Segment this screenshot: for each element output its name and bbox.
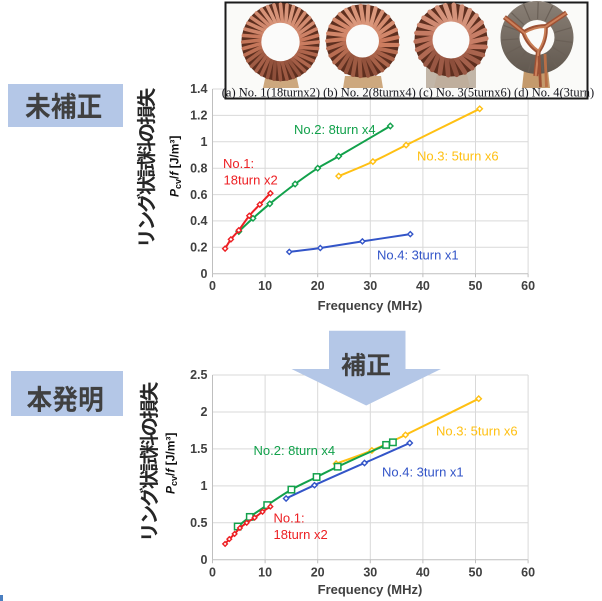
svg-text:No.3: 5turn x6: No.3: 5turn x6 [436, 424, 518, 439]
svg-text:1.2: 1.2 [190, 109, 207, 123]
svg-text:No.3: 5turn x6: No.3: 5turn x6 [417, 149, 499, 164]
svg-text:1: 1 [201, 135, 208, 149]
svg-text:No.4: 3turn x1: No.4: 3turn x1 [382, 465, 464, 480]
svg-text:0: 0 [209, 565, 216, 579]
svg-text:60: 60 [521, 279, 535, 293]
svg-text:60: 60 [521, 565, 535, 579]
svg-text:1: 1 [201, 479, 208, 493]
svg-text:40: 40 [416, 279, 430, 293]
svg-text:18turn x2: 18turn x2 [224, 173, 278, 188]
svg-text:Pcv/f [J/m³]: Pcv/f [J/m³] [168, 136, 184, 197]
svg-text:No.1:: No.1: [223, 156, 254, 171]
svg-text:No.1:: No.1: [274, 511, 305, 526]
svg-text:0: 0 [209, 279, 216, 293]
svg-text:50: 50 [469, 279, 483, 293]
svg-text:2: 2 [201, 405, 208, 419]
svg-text:0: 0 [201, 553, 208, 567]
svg-text:0: 0 [201, 267, 208, 281]
svg-text:20: 20 [311, 565, 325, 579]
svg-text:No.2: 8turn x4: No.2: 8turn x4 [254, 443, 336, 458]
svg-text:30: 30 [363, 565, 377, 579]
svg-text:2.5: 2.5 [190, 368, 207, 382]
svg-text:(a) No. 1(18turnx2) (b) No. 2(: (a) No. 1(18turnx2) (b) No. 2(8turnx4) (… [222, 86, 594, 100]
svg-text:1.4: 1.4 [190, 82, 207, 96]
svg-text:30: 30 [363, 279, 377, 293]
svg-text:0.6: 0.6 [190, 188, 207, 202]
svg-text:10: 10 [258, 279, 272, 293]
svg-text:0.4: 0.4 [190, 214, 207, 228]
svg-text:40: 40 [416, 565, 430, 579]
svg-text:No.2: 8turn x4: No.2: 8turn x4 [294, 122, 376, 137]
svg-text:0.2: 0.2 [190, 241, 207, 255]
svg-text:Frequency (MHz): Frequency (MHz) [318, 298, 423, 313]
svg-text:1.5: 1.5 [190, 442, 207, 456]
svg-text:Frequency (MHz): Frequency (MHz) [318, 582, 423, 597]
svg-text:0.8: 0.8 [190, 161, 207, 175]
svg-text:18turn x2: 18turn x2 [274, 527, 328, 542]
svg-text:10: 10 [258, 565, 272, 579]
svg-text:0.5: 0.5 [190, 516, 207, 530]
svg-text:Pcv/f [J/m³]: Pcv/f [J/m³] [164, 433, 180, 494]
svg-text:50: 50 [469, 565, 483, 579]
svg-text:No.4: 3turn x1: No.4: 3turn x1 [377, 248, 459, 263]
svg-text:20: 20 [311, 279, 325, 293]
